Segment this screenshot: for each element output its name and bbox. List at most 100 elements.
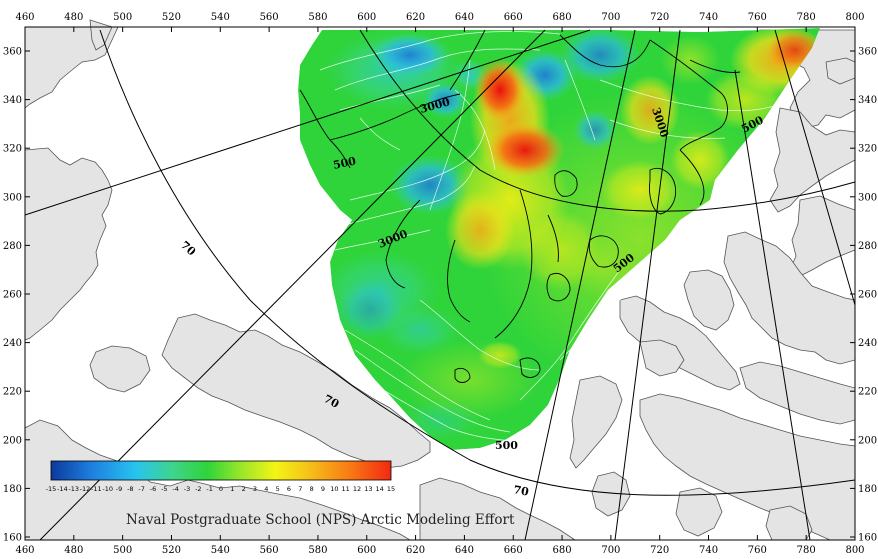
contour-label: 500 [495, 439, 518, 452]
colorbar-tick-label: -6 [150, 485, 156, 493]
x-tick-label-bottom: 560 [260, 545, 279, 556]
colorbar-tick-label: -5 [161, 485, 167, 493]
meridian-line [24, 29, 591, 216]
colorbar-tick-label: 3 [253, 485, 257, 493]
colorbar-tick-label: -14 [57, 485, 68, 493]
x-tick-label-bottom: 700 [601, 545, 620, 556]
plot-frame [24, 26, 856, 541]
y-tick-label-right: 200 [858, 435, 877, 446]
x-tick-label-bottom: 720 [650, 545, 669, 556]
x-tick-label-top: 460 [15, 12, 34, 23]
y-tick-label-right: 240 [858, 338, 877, 349]
x-tick-label-top: 580 [308, 12, 327, 23]
colorbar-tick-label: 10 [330, 485, 338, 493]
colorbar-gradient [50, 460, 392, 481]
x-tick-label-bottom: 580 [308, 545, 327, 556]
colorbar-tick-label: 2 [242, 485, 246, 493]
colorbar-tick-label: -1 [206, 485, 212, 493]
x-tick-label-bottom: 760 [748, 545, 767, 556]
colorbar-tick-label: 14 [376, 485, 384, 493]
y-tick-label-right: 280 [858, 241, 877, 252]
contour-label: 500 [332, 154, 358, 172]
colorbar-tick-label: -7 [138, 485, 144, 493]
latitude-circle [359, 29, 856, 212]
x-tick-label-top: 480 [64, 12, 83, 23]
y-tick-label-right: 300 [858, 192, 877, 203]
colorbar-tick-label: -3 [184, 485, 190, 493]
colorbar-tick-label: -8 [127, 485, 133, 493]
x-tick-label-top: 640 [455, 12, 474, 23]
x-tick-label-top: 560 [260, 12, 279, 23]
colorbar: -15 -14 -13 -12 -11 -10 -9 -8 -7 -6 -5 -4 -3 -2 -1 0 1 2 3… [46, 460, 395, 493]
y-tick-label-right: 180 [858, 484, 877, 495]
meridian-line [734, 69, 811, 541]
x-tick-label-bottom: 660 [504, 545, 523, 556]
graticule [24, 29, 856, 541]
y-tick-label-left: 340 [3, 95, 22, 106]
colorbar-tick-label: 8 [310, 485, 314, 493]
y-tick-label-left: 300 [3, 192, 22, 203]
black-contours [299, 29, 741, 383]
x-tick-label-top: 760 [748, 12, 767, 23]
x-tick-label-bottom: 500 [113, 545, 132, 556]
x-tick-label-top: 680 [553, 12, 572, 23]
y-tick-label-left: 280 [3, 241, 22, 252]
credit-text: Naval Postgraduate School (NPS) Arctic M… [126, 512, 515, 528]
colorbar-tick-label: 13 [364, 485, 372, 493]
y-tick-label-right: 320 [858, 144, 877, 155]
colorbar-tick-label: -4 [172, 485, 178, 493]
x-tick-label-top: 780 [797, 12, 816, 23]
colorbar-tick-label: 1 [230, 485, 234, 493]
x-tick-label-bottom: 740 [699, 545, 718, 556]
y-tick-label-left: 320 [3, 144, 22, 155]
y-tick-label-right: 160 [858, 533, 877, 544]
x-tick-label-top: 500 [113, 12, 132, 23]
y-tick-label-left: 180 [3, 484, 22, 495]
y-tick-label-left: 360 [3, 47, 22, 58]
y-tick-label-left: 240 [3, 338, 22, 349]
x-tick-label-bottom: 520 [162, 545, 181, 556]
colorbar-tick-label: 0 [219, 485, 223, 493]
colorbar-tick-label: -13 [68, 485, 79, 493]
x-tick-label-top: 700 [601, 12, 620, 23]
y-tick-label-left: 160 [3, 533, 22, 544]
x-tick-label-bottom: 480 [64, 545, 83, 556]
colorbar-tick-label: -10 [102, 485, 113, 493]
y-tick-label-left: 200 [3, 435, 22, 446]
colorbar-tick-label: 11 [342, 485, 350, 493]
colorbar-tick-label: 4 [264, 485, 268, 493]
x-tick-label-top: 800 [845, 12, 864, 23]
latitude-label: 70 [512, 483, 530, 499]
colorbar-tick-label: -2 [195, 485, 201, 493]
y-tick-label-right: 220 [858, 387, 877, 398]
y-tick-label-left: 220 [3, 387, 22, 398]
colorbar-tick-label: 5 [276, 485, 280, 493]
latitude-label: 70 [322, 392, 342, 411]
x-tick-label-bottom: 540 [211, 545, 230, 556]
x-tick-label-top: 520 [162, 12, 181, 23]
colorbar-tick-label: -15 [46, 485, 57, 493]
x-tick-label-bottom: 680 [553, 545, 572, 556]
x-tick-label-top: 620 [406, 12, 425, 23]
meridian-line [774, 29, 856, 306]
y-tick-label-right: 260 [858, 290, 877, 301]
x-tick-label-bottom: 460 [15, 545, 34, 556]
axis-ticks: 4604604804805005005205205405405605605805… [3, 12, 877, 556]
x-tick-label-top: 740 [699, 12, 718, 23]
colorbar-tick-label: -11 [91, 485, 102, 493]
land-masses [24, 19, 856, 541]
colorbar-tick-label: 6 [287, 485, 291, 493]
meridian-line [524, 29, 636, 541]
x-tick-label-top: 540 [211, 12, 230, 23]
x-tick-label-top: 660 [504, 12, 523, 23]
x-tick-label-bottom: 600 [357, 545, 376, 556]
white-isobaths [319, 31, 791, 441]
y-tick-label-right: 340 [858, 95, 877, 106]
colorbar-labels: -15 -14 -13 -12 -11 -10 -9 -8 -7 -6 -5 -4 -3 -2 -1 0 1 2 3… [46, 485, 395, 493]
y-tick-label-right: 360 [858, 47, 877, 58]
colorbar-tick-label: -12 [80, 485, 91, 493]
colorbar-tick-label: 12 [353, 485, 361, 493]
colorbar-tick-label: 7 [298, 485, 302, 493]
colorbar-tick-label: 15 [387, 485, 395, 493]
